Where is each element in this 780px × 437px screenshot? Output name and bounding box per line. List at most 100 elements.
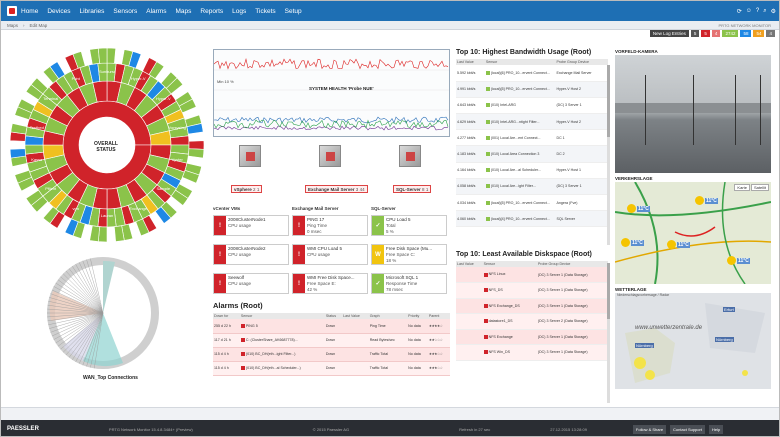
weather-radar-map[interactable]: Niederschlagsvorhersage / Radar www.unwe… [615,293,771,389]
map-button[interactable]: Karte [734,184,750,191]
col-down-for[interactable]: Down for [213,313,240,319]
col-status[interactable]: Status [324,313,343,319]
alarm-row[interactable]: 115 d 4 h (010) BC_DH(eth...al Scheduler.… [213,361,450,376]
col-sensor[interactable]: Sensor [482,261,537,267]
system-health-graph[interactable]: Min 10 % SYSTEM HEALTH 'Probe NUE' [213,49,450,137]
list-item[interactable]: 4.034 kbit/s (local)[5] PRO_10...ervent C… [456,194,608,212]
down-status-icon [240,338,245,343]
col-probe-group-device[interactable]: Probe Group Device [536,261,608,267]
traffic-map[interactable]: Karte Satellit 11°C 11°C 11°C 11°C 11°C [615,182,771,284]
alarm-row[interactable]: 115 d 4 h (010) BC_DH(eth...ight Filter..… [213,347,450,362]
breadcrumb-item[interactable]: Maps [7,22,19,28]
help-button[interactable]: Help [708,424,724,434]
alarm-row[interactable]: 255 d 22 h PING 5 Down Ping Time No data ★★★★… [213,319,450,334]
list-item[interactable]: NFS_DS (DC) 3 Server 1 (Data Storage) [456,282,608,299]
list-item[interactable]: datastore1_DS (DC) 3 Server 2 (Data Stora… [456,313,608,330]
col-head-sql: SQL-Server [371,206,396,211]
sensor-tile[interactable]: ! WMI CPU Load 5 CPU usage [292,244,368,265]
list-item[interactable]: 4.643 kbit/s (010) Intel-ARG (DC) 3 Server… [456,97,608,115]
list-item[interactable]: 4.058 kbit/s (010) Local Are...ight Filte… [456,178,608,196]
status-badge[interactable]: 5 [690,30,700,37]
alarm-row[interactable]: 117 d 21 h C: (ClusterShare_AK6687778)...… [213,333,450,348]
temp-label: 11°C [637,206,650,212]
status-badge-unknown[interactable]: 4 [766,30,775,37]
contact-support-button[interactable]: Contact Support [670,424,705,434]
sensor-status-icon: ! [293,274,305,293]
alarm-cell: Down [324,347,343,362]
sensor-tile[interactable]: ✓ CPU Load 5 Total 5 % [371,215,447,236]
col-last-value[interactable]: Last Value [456,59,485,65]
status-badge-down[interactable]: 5 [701,30,710,37]
satellite-button[interactable]: Satellit [750,184,769,191]
menu-maps[interactable]: Maps [175,7,192,15]
status-badge-warning[interactable]: 54 [753,30,765,37]
menu-setup[interactable]: Setup [284,7,302,15]
list-item[interactable]: NFS Exchange (DC) 3 Server 1 (Data Storag… [456,329,608,345]
search-icon[interactable]: ⌕ [763,7,767,14]
list-item[interactable]: 4.060 kbit/s (local)[4] PRO_10...ervent C… [456,210,608,228]
menu-reports[interactable]: Reports [200,7,224,15]
sunburst-label: Sample [157,186,171,191]
status-icon [483,350,488,355]
menu-alarms[interactable]: Alarms [146,7,167,15]
help-icon[interactable]: ? [755,7,760,14]
list-item[interactable]: 4.629 kbit/s (010) Intel-ARG...ntight Fil… [456,113,608,131]
list-item[interactable]: NFS Linux (DC) 3 Server 1 (Data Storage) [456,267,608,283]
list-item[interactable]: 4.277 kbit/s (001) Local Are...ent Connec… [456,129,608,147]
col-last-value[interactable]: Last Value [342,313,369,319]
menu-tickets[interactable]: Tickets [255,7,276,15]
sensor-tile[interactable]: ✓ Microsoft SQL 1 Response Time 78 msec [371,273,447,294]
vsphere-label[interactable]: vSphere 2 1 [231,185,263,193]
sensor-tile[interactable]: ! WMI Free Disk Space... Free Space E: 42 % [292,273,368,294]
user-icon[interactable]: ☺ [745,7,752,14]
sql-cube-icon[interactable] [395,143,425,175]
col-sensor[interactable]: Sensor [484,59,556,65]
settings-icon[interactable]: ⚙ [770,8,776,15]
sunburst-segment [89,48,100,65]
vsphere-cube-icon[interactable] [235,143,265,175]
exchange-cube-icon[interactable] [315,143,345,175]
status-badge-up[interactable]: 2742 [722,30,739,37]
list-item[interactable]: 4.164 kbit/s (010) Local Are...al Schedul… [456,162,608,179]
sunburst-label: vpn [73,206,79,211]
col-priority[interactable]: Priority [407,313,428,319]
list-item[interactable]: NFS Win_DS (DC) 3 Server 1 (Data Storage) [456,344,608,361]
menu-home[interactable]: Home [21,7,39,15]
least-scrollbar[interactable] [607,263,610,403]
status-badge-paused[interactable]: 58 [740,30,752,37]
exchange-label[interactable]: Exchange Mail Server 3 44 [305,185,368,193]
menu-sensors[interactable]: Sensors [113,7,138,15]
sunburst-segment [9,148,27,159]
refresh-icon[interactable]: ⟳ [736,8,742,15]
breadcrumb-item[interactable]: Edit Map [29,22,48,28]
col-parent[interactable]: Parent [427,313,450,319]
follow-share-button[interactable]: Follow & Share [632,424,667,434]
sensor-tile[interactable]: W Free Disk Space (Mu... Free Space C: 18 % [371,244,447,265]
top10-scrollbar[interactable] [607,65,610,245]
sensor-tile[interactable]: ! PING 17 Ping Time 0 msec [292,215,368,236]
col-graph[interactable]: Graph [368,313,408,319]
col-probe-group-device[interactable]: Probe Group Device [555,59,608,65]
sql-label[interactable]: SQL-Server 8 1 [393,185,432,193]
list-item[interactable]: 5.592 kbit/s (local)[6] PRO_10...ervent C… [456,65,608,82]
status-badge-down-ack[interactable]: 4 [711,30,721,37]
cell-sensor: (local)[4] PRO_10...ervent Connect... [484,210,556,228]
menu-devices[interactable]: Devices [47,7,71,15]
sensor-tile-channel: CPU usage [228,252,252,257]
wan-top-connections[interactable]: WAN_Top Connections [23,251,173,381]
menu-libraries[interactable]: Libraries [79,7,105,15]
list-item[interactable]: 4.183 kbit/s (010) Local Area Connection … [456,145,608,163]
list-item[interactable]: 4.991 kbit/s (local)[5] PRO_10...ervent C… [456,81,608,98]
sensor-tile[interactable]: ! 2008ClusterNode1 CPU usage [213,215,289,236]
menu-logs[interactable]: Logs [232,7,247,15]
new-log-entries-button[interactable]: New Log Entries [649,30,689,37]
col-sensor[interactable]: Sensor [239,313,325,319]
col-last-value[interactable]: Last Value [456,261,483,267]
wan-connection-line [53,312,104,340]
sensor-tile[interactable]: ! 2008ClusterNode2 CPU usage [213,244,289,265]
sensor-tile[interactable]: ! Seewolf CPU usage [213,273,289,294]
overall-status-sunburst[interactable]: Sunburst Hyper-V Hyper-V Vorsyslog Vyster Sam… [7,45,207,247]
cell-device: (DC) 3 Server 1 (Data Storage) [536,344,608,361]
list-item[interactable]: NFS Exchange_DS (DC) 3 Server 1 (Data Sto… [456,298,608,314]
sun-icon [621,238,630,247]
